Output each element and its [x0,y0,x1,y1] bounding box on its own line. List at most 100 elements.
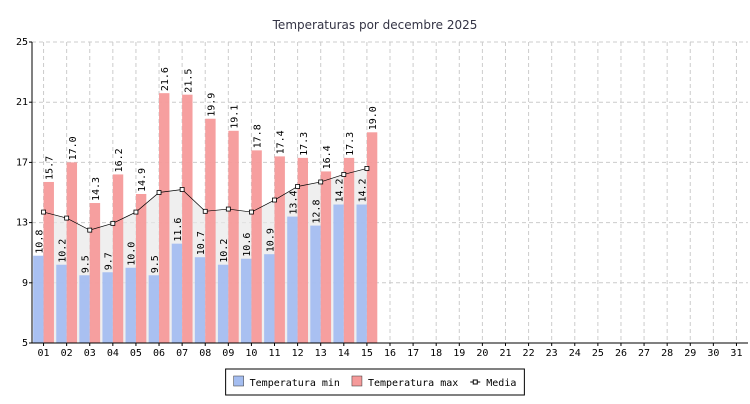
bar [356,204,367,343]
media-point [87,227,93,233]
bar [241,258,252,343]
bar [135,194,147,343]
bar [297,157,309,343]
x-tick-label: 13 [315,348,327,359]
x-tick-label: 29 [684,348,696,359]
value-label: 11.6 [173,218,184,242]
legend-label: Temperatura min [250,378,340,389]
bar [194,257,206,343]
value-label: 10.9 [265,228,276,252]
chart-title: Temperaturas por decembre 2025 [272,18,478,32]
bar [56,264,67,343]
legend: Temperatura min Temperatura max Media [225,368,525,396]
x-tick-label: 27 [638,348,650,359]
legend-swatch [233,375,244,387]
bar [89,203,101,343]
media-point [41,209,46,215]
value-label: 17.4 [276,130,287,154]
x-tick-label: 21 [499,348,511,359]
media-point [364,166,370,171]
bar [264,254,275,343]
value-label: 15.7 [45,156,56,180]
bar [182,94,193,343]
legend-swatch [351,375,363,387]
x-tick-label: 30 [707,348,719,359]
value-label: 16.4 [322,145,333,169]
media-point [202,208,208,214]
value-label: 14.3 [91,177,102,201]
media-point [179,187,185,192]
x-tick-label: 23 [546,348,558,359]
x-tick-label: 24 [569,348,581,359]
value-label: 10.0 [127,242,138,266]
bar [343,157,355,343]
media-point [272,197,277,203]
value-label: 19.0 [368,106,379,130]
y-tick-label: 5 [22,338,28,349]
value-label: 10.2 [57,239,68,263]
media-point [133,209,139,215]
x-tick-label: 07 [176,348,188,359]
y-tick-label: 25 [16,37,28,48]
x-tick-label: 12 [292,348,304,359]
value-label: 21.5 [183,69,194,93]
bar [112,174,124,343]
x-tick-label: 25 [592,348,604,359]
legend-label: Temperatura max [368,378,458,389]
value-label: 9.7 [104,252,115,270]
value-label: 10.6 [242,233,253,257]
value-label: 17.0 [68,136,79,160]
value-label: 9.5 [150,255,161,273]
value-label: 14.9 [137,168,148,192]
x-tick-label: 14 [338,348,350,359]
y-tick-label: 21 [16,97,28,108]
bar [205,118,216,343]
media-point [341,172,347,177]
bar [333,204,344,343]
x-tick-label: 10 [245,348,257,359]
x-tick-label: 05 [130,348,142,359]
x-tick-label: 18 [430,348,442,359]
x-tick-label: 20 [476,348,488,359]
bar [217,264,229,343]
value-label: 21.6 [160,67,171,91]
x-tick-label: 09 [222,348,234,359]
bar [79,275,90,343]
bar [310,225,321,343]
value-label: 19.9 [206,93,217,117]
value-label: 10.7 [196,231,207,255]
bar [320,171,332,343]
value-label: 14.2 [358,178,369,202]
x-tick-label: 16 [384,348,396,359]
x-tick-label: 15 [361,348,373,359]
bar [366,132,378,343]
x-tick-label: 01 [38,348,50,359]
x-tick-label: 28 [661,348,673,359]
x-tick-label: 02 [61,348,73,359]
media-point [156,190,162,195]
bar [148,275,160,343]
value-label: 12.8 [312,200,323,224]
y-tick-label: 9 [22,278,28,289]
value-label: 14.2 [335,178,346,202]
bar [274,156,285,343]
y-tick-label: 17 [16,157,28,168]
bar [125,267,136,343]
x-tick-label: 08 [199,348,211,359]
value-label: 10.8 [34,230,45,254]
bar [287,216,298,343]
value-label: 13.4 [288,190,299,214]
media-point [249,209,254,215]
bar [33,255,44,343]
media-point [295,184,301,189]
value-label: 16.2 [114,148,125,172]
value-label: 19.1 [230,105,241,129]
value-label: 17.3 [299,132,310,156]
bar [43,181,54,343]
x-tick-label: 06 [153,348,165,359]
bar [251,150,262,343]
y-tick-label: 13 [16,218,28,229]
bar [171,243,183,343]
x-tick-label: 19 [453,348,465,359]
